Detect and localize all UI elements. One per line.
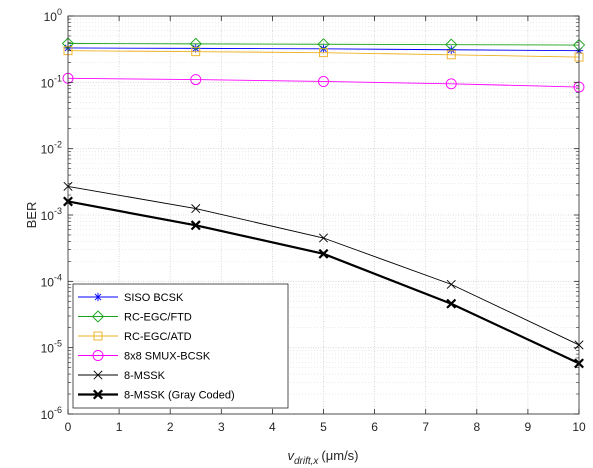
y-tick-exponent: 0 xyxy=(57,7,62,17)
data-point-asterisk-marker xyxy=(191,44,200,53)
y-tick-exponent: -1 xyxy=(54,73,62,83)
x-axis-label-subscript: drift,x xyxy=(294,456,319,467)
x-tick-label: 5 xyxy=(320,420,327,434)
series-line xyxy=(67,43,580,46)
data-point-asterisk-marker xyxy=(93,292,103,302)
y-tick-label: 10-5 xyxy=(41,339,62,356)
legend: SISO BCSK RC-EGC/FTD RC-EGC/ATD 8x8 SMUX-BC… xyxy=(72,283,289,409)
marker-stroke xyxy=(94,293,102,301)
legend-label: RC-EGC/FTD xyxy=(124,312,192,324)
x-tick-label: 3 xyxy=(218,420,225,434)
x-tick-label: 6 xyxy=(371,420,378,434)
tick-marks xyxy=(67,15,580,415)
y-tick-label: 10-6 xyxy=(41,405,62,422)
x-axis-label-var: v xyxy=(287,448,295,463)
marker-stroke xyxy=(192,45,200,52)
series-line xyxy=(67,50,580,58)
data-point-circle-marker xyxy=(92,350,104,361)
x-tick-label: 10 xyxy=(572,420,586,434)
legend-label: 8-MSSK xyxy=(124,370,166,382)
y-tick-exponent: -2 xyxy=(54,140,62,150)
marker-stroke xyxy=(190,220,201,231)
y-tick-base: 10 xyxy=(41,275,55,289)
marker-stroke xyxy=(318,248,329,259)
legend-item: RC-EGC/FTD xyxy=(78,310,192,324)
data-point-x-marker xyxy=(446,279,456,289)
legend-item: 8x8 SMUX-BCSK xyxy=(78,350,211,363)
series-rc-egc-ftd xyxy=(61,37,586,52)
x-tick-label: 2 xyxy=(167,420,174,434)
series-line xyxy=(67,77,580,88)
y-tick-exponent: -6 xyxy=(54,405,62,415)
data-point-x-marker xyxy=(191,204,201,214)
y-tick-exponent: -3 xyxy=(54,206,62,216)
legend-label: 8x8 SMUX-BCSK xyxy=(124,351,211,363)
legend-label: 8-MSSK (Gray Coded) xyxy=(124,390,235,402)
data-point-square-marker xyxy=(93,331,103,341)
data-point-x-marker xyxy=(318,248,329,259)
data-point-diamond-marker xyxy=(189,37,202,51)
x-axis-label-unit: (μm/s) xyxy=(321,448,358,463)
marker-stroke xyxy=(191,204,201,214)
y-tick-label: 10-2 xyxy=(41,140,62,157)
data-point-diamond-marker xyxy=(317,38,330,51)
x-tick-label: 7 xyxy=(422,420,429,434)
y-tick-base: 10 xyxy=(41,143,55,157)
x-tick-labels: 0 1 2 3 4 5 6 7 8 9 10 xyxy=(65,420,586,434)
y-tick-base: 10 xyxy=(41,342,55,356)
data-point-circle-marker xyxy=(190,74,202,86)
legend-box xyxy=(72,283,289,409)
x-tick-label: 9 xyxy=(525,420,532,434)
y-axis-label: BER xyxy=(24,202,39,229)
y-tick-base: 10 xyxy=(41,408,55,422)
series-layer xyxy=(61,37,586,369)
data-point-x-marker xyxy=(446,298,457,309)
data-point-square-marker xyxy=(319,48,328,58)
data-point-x-marker xyxy=(93,389,103,400)
marker-stroke xyxy=(446,279,456,289)
data-point-diamond-marker xyxy=(445,38,458,51)
legend-item: RC-EGC/ATD xyxy=(78,331,192,343)
legend-item: SISO BCSK xyxy=(78,292,184,304)
legend-item: 8-MSSK xyxy=(78,370,166,382)
y-tick-label: 10-3 xyxy=(41,206,62,223)
data-point-circle-marker xyxy=(318,76,329,87)
data-point-square-marker xyxy=(191,47,201,57)
x-tick-label: 1 xyxy=(116,420,123,434)
x-tick-label: 0 xyxy=(65,420,72,434)
marker-stroke xyxy=(93,389,103,400)
marker-stroke xyxy=(318,233,329,243)
marker-stroke xyxy=(446,298,457,309)
data-point-x-marker xyxy=(93,370,103,380)
x-axis-label: vdrift,x (μm/s) xyxy=(287,448,358,467)
y-tick-base: 10 xyxy=(44,10,58,24)
data-point-x-marker xyxy=(190,220,201,231)
legend-item: 8-MSSK (Gray Coded) xyxy=(78,390,235,402)
y-tick-base: 10 xyxy=(41,76,55,90)
data-point-square-marker xyxy=(446,50,456,60)
legend-label: RC-EGC/ATD xyxy=(124,331,192,343)
y-tick-label: 10-1 xyxy=(41,73,62,90)
y-tick-base: 10 xyxy=(41,209,55,223)
y-tick-exponent: -4 xyxy=(54,272,62,282)
marker-stroke xyxy=(93,370,103,380)
data-point-diamond-marker xyxy=(91,310,105,323)
x-tick-label: 4 xyxy=(269,420,276,434)
legend-label: SISO BCSK xyxy=(124,292,184,304)
y-tick-label: 10-4 xyxy=(41,272,62,289)
data-point-x-marker xyxy=(318,233,329,243)
y-tick-exponent: -5 xyxy=(54,339,62,349)
y-tick-label: 100 xyxy=(44,7,62,24)
data-point-circle-marker xyxy=(445,78,457,90)
x-tick-label: 8 xyxy=(473,420,480,434)
